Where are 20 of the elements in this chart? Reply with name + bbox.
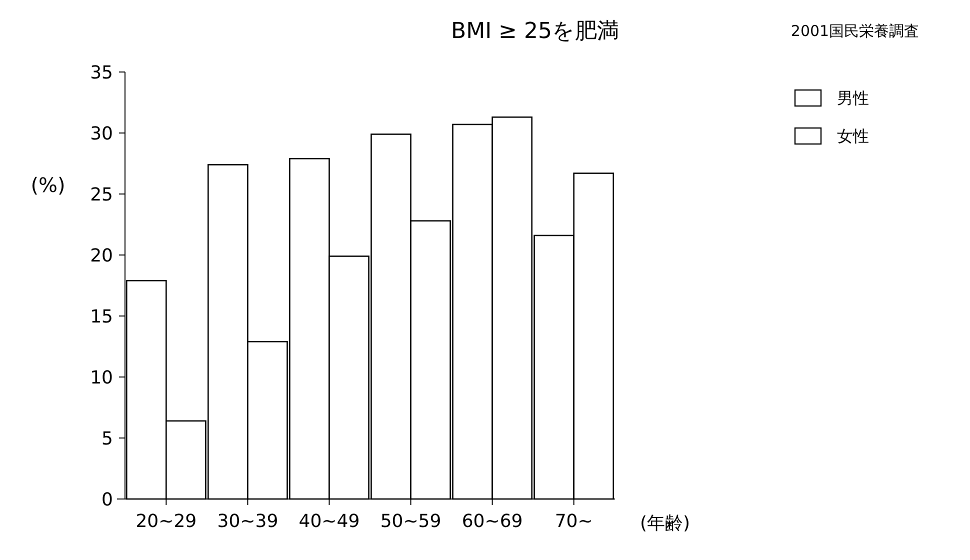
x-tick-label: 50~59 xyxy=(380,511,442,532)
legend-label: 女性 xyxy=(837,126,869,146)
y-tick-label: 35 xyxy=(90,62,113,84)
text: 2001国民栄養調査 xyxy=(790,22,920,40)
y-tick-label: 5 xyxy=(102,428,113,450)
x-tick-label: 40~49 xyxy=(298,511,360,532)
y-tick-label: 20 xyxy=(90,245,113,266)
legend-label: 男性 xyxy=(837,88,869,108)
x-axis-title: (年齢) xyxy=(640,513,690,534)
y-tick-label: 30 xyxy=(90,123,113,144)
y-axis-title: (%) xyxy=(30,173,66,197)
x-tick-label: 30~39 xyxy=(217,511,278,532)
y-tick-label: 15 xyxy=(90,306,113,328)
x-tick-label: 60~69 xyxy=(462,511,523,532)
chart-title: BMI ≥ 25を肥満 xyxy=(451,19,619,44)
y-tick-label: 0 xyxy=(102,489,113,510)
x-tick-label: 70~ xyxy=(554,511,593,532)
x-tick-label: 20~29 xyxy=(136,511,197,532)
y-tick-label: 10 xyxy=(90,367,113,388)
y-tick-label: 25 xyxy=(90,184,113,206)
